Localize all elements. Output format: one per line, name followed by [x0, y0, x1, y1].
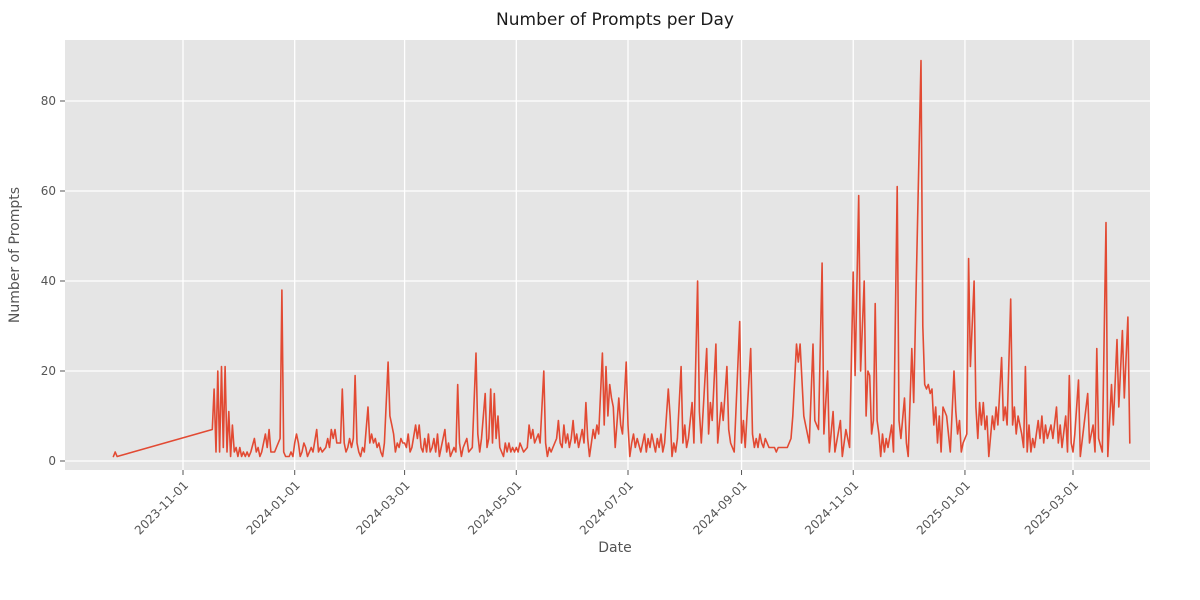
chart-title: Number of Prompts per Day: [496, 10, 734, 30]
svg-text:80: 80: [41, 94, 56, 108]
tick-marks: [60, 100, 1074, 475]
y-axis-label: Number of Prompts: [7, 187, 23, 323]
svg-text:2024-11-01: 2024-11-01: [802, 478, 861, 537]
svg-text:60: 60: [41, 184, 56, 198]
svg-text:2024-07-01: 2024-07-01: [577, 478, 636, 537]
y-tick-labels: 0 20 40 60 80: [41, 94, 56, 468]
svg-text:2023-11-01: 2023-11-01: [132, 478, 191, 537]
svg-text:2025-03-01: 2025-03-01: [1022, 478, 1081, 537]
svg-text:2025-01-01: 2025-01-01: [914, 478, 973, 537]
svg-text:20: 20: [41, 364, 56, 378]
svg-text:40: 40: [41, 274, 56, 288]
svg-text:2024-03-01: 2024-03-01: [353, 478, 412, 537]
svg-text:2024-09-01: 2024-09-01: [690, 478, 749, 537]
svg-text:2024-01-01: 2024-01-01: [244, 478, 303, 537]
x-tick-labels: 2023-11-01 2024-01-01 2024-03-01 2024-05-01…: [132, 478, 1081, 537]
svg-text:0: 0: [48, 454, 56, 468]
data-series-line: [112, 59, 1131, 458]
x-axis-label: Date: [598, 540, 631, 556]
svg-text:2024-05-01: 2024-05-01: [465, 478, 524, 537]
